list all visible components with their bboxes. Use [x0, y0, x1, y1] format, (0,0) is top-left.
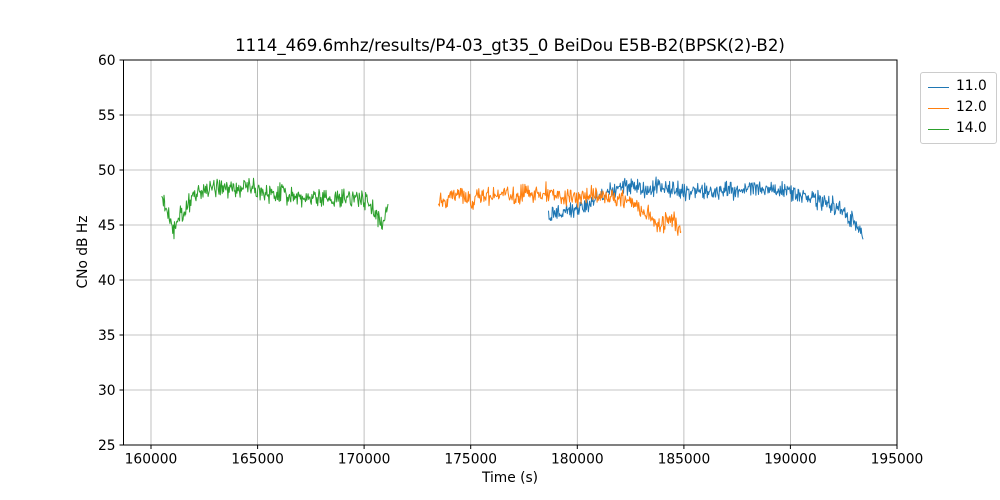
x-tick-label: 170000: [338, 452, 391, 468]
x-tick-label: 160000: [125, 452, 178, 468]
y-tick-label: 25: [98, 438, 116, 454]
x-tick-label: 185000: [658, 452, 711, 468]
x-tick-label: 175000: [444, 452, 497, 468]
y-tick-label: 50: [98, 163, 116, 179]
x-tick-label: 165000: [231, 452, 284, 468]
series-line-12.0: [437, 181, 682, 236]
legend-label: 14.0: [956, 120, 987, 137]
legend-entry: 11.0: [928, 77, 987, 97]
chart-title: 1114_469.6mhz/results/P4-03_gt35_0 BeiDo…: [235, 36, 785, 55]
plot-border: [123, 59, 898, 446]
legend-line-sample: [928, 86, 949, 88]
legend-entry: 12.0: [928, 98, 987, 118]
x-tick-label: 195000: [871, 452, 924, 468]
x-tick-label: 180000: [551, 452, 604, 468]
x-axis-label: Time (s): [481, 470, 539, 486]
series-line-14.0: [161, 177, 389, 240]
y-tick-label: 55: [98, 108, 116, 124]
legend-label: 12.0: [956, 99, 987, 116]
legend: 11.0 12.0 14.0: [920, 72, 997, 144]
x-tick-label: 190000: [764, 452, 817, 468]
y-tick-label: 60: [98, 53, 116, 69]
y-axis-label: CNo dB Hz: [75, 215, 91, 289]
legend-label: 11.0: [956, 78, 987, 95]
series-line-11.0: [548, 176, 864, 240]
y-tick-label: 45: [98, 218, 116, 234]
y-tick-label: 40: [98, 273, 116, 289]
legend-line-sample: [928, 107, 949, 109]
y-tick-label: 35: [98, 328, 116, 344]
legend-line-sample: [928, 128, 949, 130]
legend-entry: 14.0: [928, 119, 987, 139]
y-tick-label: 30: [98, 383, 116, 399]
